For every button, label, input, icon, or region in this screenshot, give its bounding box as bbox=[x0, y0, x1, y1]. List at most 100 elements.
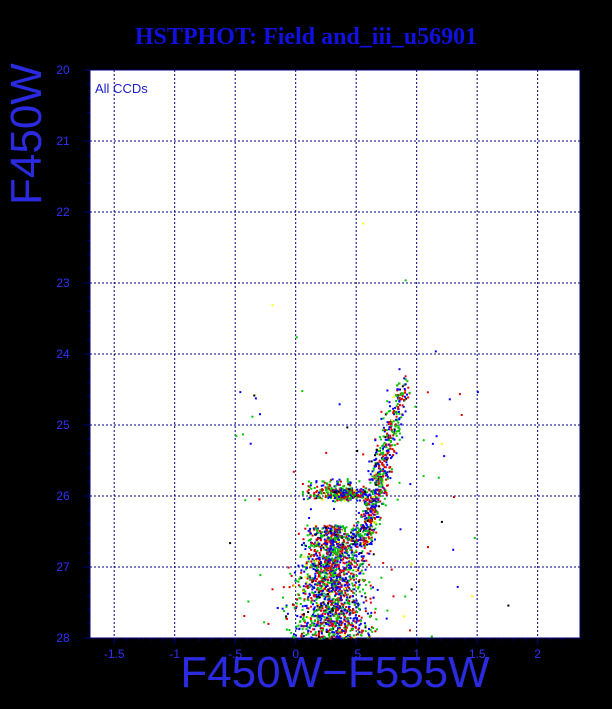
star-point bbox=[385, 449, 388, 452]
star-point bbox=[331, 564, 334, 567]
star-point bbox=[348, 566, 351, 569]
star-point bbox=[371, 516, 374, 519]
star-point bbox=[334, 574, 337, 576]
star-point bbox=[310, 548, 313, 551]
star-point bbox=[345, 542, 348, 545]
star-point bbox=[346, 589, 349, 592]
star-point bbox=[354, 494, 357, 497]
star-point bbox=[313, 606, 316, 609]
star-point bbox=[319, 554, 322, 557]
star-point bbox=[386, 477, 389, 480]
star-point bbox=[396, 418, 399, 421]
star-point bbox=[402, 615, 405, 618]
star-point bbox=[316, 584, 319, 587]
star-point bbox=[346, 479, 349, 482]
star-point bbox=[380, 476, 383, 478]
data-point bbox=[410, 588, 413, 591]
star-point bbox=[326, 537, 329, 540]
star-point bbox=[344, 620, 347, 623]
star-point bbox=[332, 561, 335, 564]
star-point bbox=[320, 585, 323, 588]
star-point bbox=[390, 428, 393, 431]
star-point bbox=[320, 637, 323, 640]
star-point bbox=[390, 426, 392, 429]
star-point bbox=[314, 541, 317, 544]
star-point bbox=[375, 628, 378, 631]
x-tick-label: .5 bbox=[351, 647, 361, 661]
star-point bbox=[297, 580, 300, 583]
star-point bbox=[335, 605, 338, 608]
star-point bbox=[315, 497, 318, 500]
star-point bbox=[331, 581, 334, 584]
star-point bbox=[342, 527, 345, 529]
star-point bbox=[335, 524, 338, 527]
star-point bbox=[309, 618, 312, 621]
star-point bbox=[305, 544, 307, 547]
star-point bbox=[351, 572, 354, 575]
star-point bbox=[336, 535, 339, 538]
star-point bbox=[367, 529, 370, 532]
star-point bbox=[325, 593, 328, 596]
star-point bbox=[331, 567, 334, 570]
star-point bbox=[372, 513, 375, 516]
star-point bbox=[339, 548, 342, 551]
star-point bbox=[307, 529, 310, 532]
star-point bbox=[343, 556, 346, 559]
star-point bbox=[363, 515, 366, 518]
star-point bbox=[396, 419, 399, 422]
star-point bbox=[313, 493, 316, 496]
star-point bbox=[299, 620, 302, 623]
star-point bbox=[427, 546, 429, 549]
star-point bbox=[367, 519, 370, 522]
data-point bbox=[422, 439, 425, 442]
star-point bbox=[364, 514, 367, 517]
star-point bbox=[316, 549, 319, 552]
star-point bbox=[332, 631, 334, 634]
data-point bbox=[259, 574, 262, 577]
star-point bbox=[362, 601, 365, 604]
star-point bbox=[330, 621, 333, 624]
star-point bbox=[375, 496, 378, 499]
star-point bbox=[330, 600, 333, 603]
star-point bbox=[331, 575, 334, 577]
star-point bbox=[365, 502, 368, 505]
star-point bbox=[476, 391, 479, 394]
star-point bbox=[378, 518, 381, 521]
star-point bbox=[320, 562, 323, 565]
star-point bbox=[359, 543, 362, 546]
star-point bbox=[343, 630, 346, 633]
star-point bbox=[333, 631, 336, 634]
star-point bbox=[301, 564, 304, 567]
star-point bbox=[374, 527, 377, 530]
star-point bbox=[384, 436, 387, 439]
star-point bbox=[317, 608, 320, 611]
star-point bbox=[342, 545, 345, 548]
star-point bbox=[367, 535, 370, 538]
star-point bbox=[311, 577, 314, 580]
star-point bbox=[377, 498, 380, 501]
star-point bbox=[372, 502, 375, 505]
star-point bbox=[308, 553, 311, 555]
star-point bbox=[407, 396, 410, 399]
star-point bbox=[357, 490, 360, 493]
star-point bbox=[327, 485, 330, 488]
star-point bbox=[382, 464, 385, 467]
star-point bbox=[383, 487, 385, 490]
star-point bbox=[323, 598, 326, 600]
star-point bbox=[299, 615, 302, 618]
star-point bbox=[370, 490, 372, 493]
star-point bbox=[340, 570, 342, 573]
star-point bbox=[326, 530, 329, 533]
star-point bbox=[407, 386, 410, 389]
star-point bbox=[344, 577, 347, 580]
star-point bbox=[303, 598, 306, 601]
star-point bbox=[339, 489, 342, 492]
star-point bbox=[327, 547, 330, 550]
star-point bbox=[307, 557, 310, 560]
star-point bbox=[325, 622, 328, 625]
star-point bbox=[371, 509, 374, 512]
star-point bbox=[324, 596, 327, 599]
star-point bbox=[360, 569, 363, 572]
star-point bbox=[348, 612, 351, 615]
star-point bbox=[389, 409, 392, 412]
